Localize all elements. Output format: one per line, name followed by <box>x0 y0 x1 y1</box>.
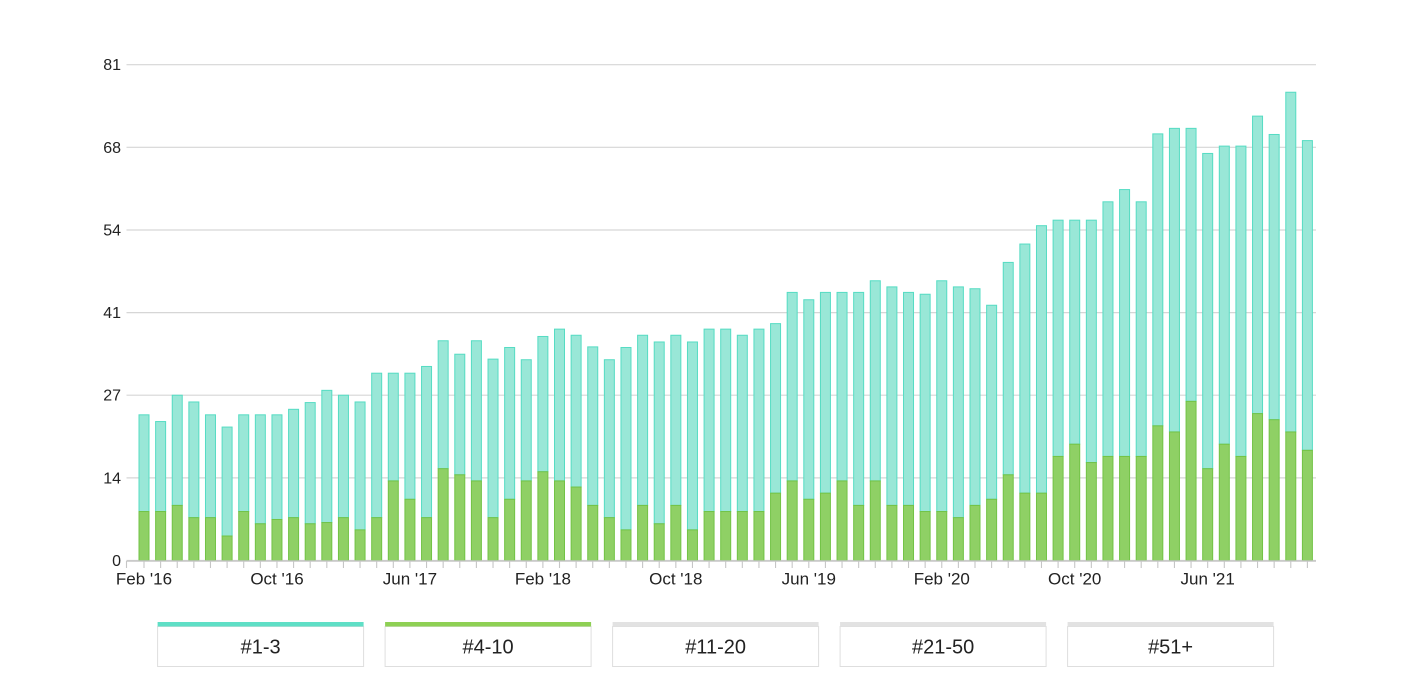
svg-text:Jun '21: Jun '21 <box>1181 570 1235 589</box>
svg-text:0: 0 <box>112 553 121 570</box>
svg-text:41: 41 <box>103 305 121 322</box>
svg-text:#51+: #51+ <box>1148 637 1193 659</box>
svg-text:Jun '17: Jun '17 <box>383 570 437 589</box>
svg-text:27: 27 <box>103 388 121 405</box>
svg-text:68: 68 <box>103 140 121 157</box>
svg-text:Oct '16: Oct '16 <box>250 570 303 589</box>
svg-text:#4-10: #4-10 <box>463 637 514 659</box>
svg-text:Jun '19: Jun '19 <box>782 570 836 589</box>
svg-text:54: 54 <box>103 223 121 240</box>
svg-text:Feb '18: Feb '18 <box>515 570 571 589</box>
svg-text:Feb '16: Feb '16 <box>116 570 172 589</box>
svg-text:Oct '20: Oct '20 <box>1048 570 1101 589</box>
svg-text:Feb '20: Feb '20 <box>914 570 970 589</box>
svg-text:Oct '18: Oct '18 <box>649 570 702 589</box>
svg-text:81: 81 <box>103 57 121 74</box>
svg-text:14: 14 <box>103 470 121 487</box>
svg-text:#1-3: #1-3 <box>241 637 281 659</box>
svg-text:#11-20: #11-20 <box>685 637 746 659</box>
svg-text:#21-50: #21-50 <box>912 637 974 659</box>
